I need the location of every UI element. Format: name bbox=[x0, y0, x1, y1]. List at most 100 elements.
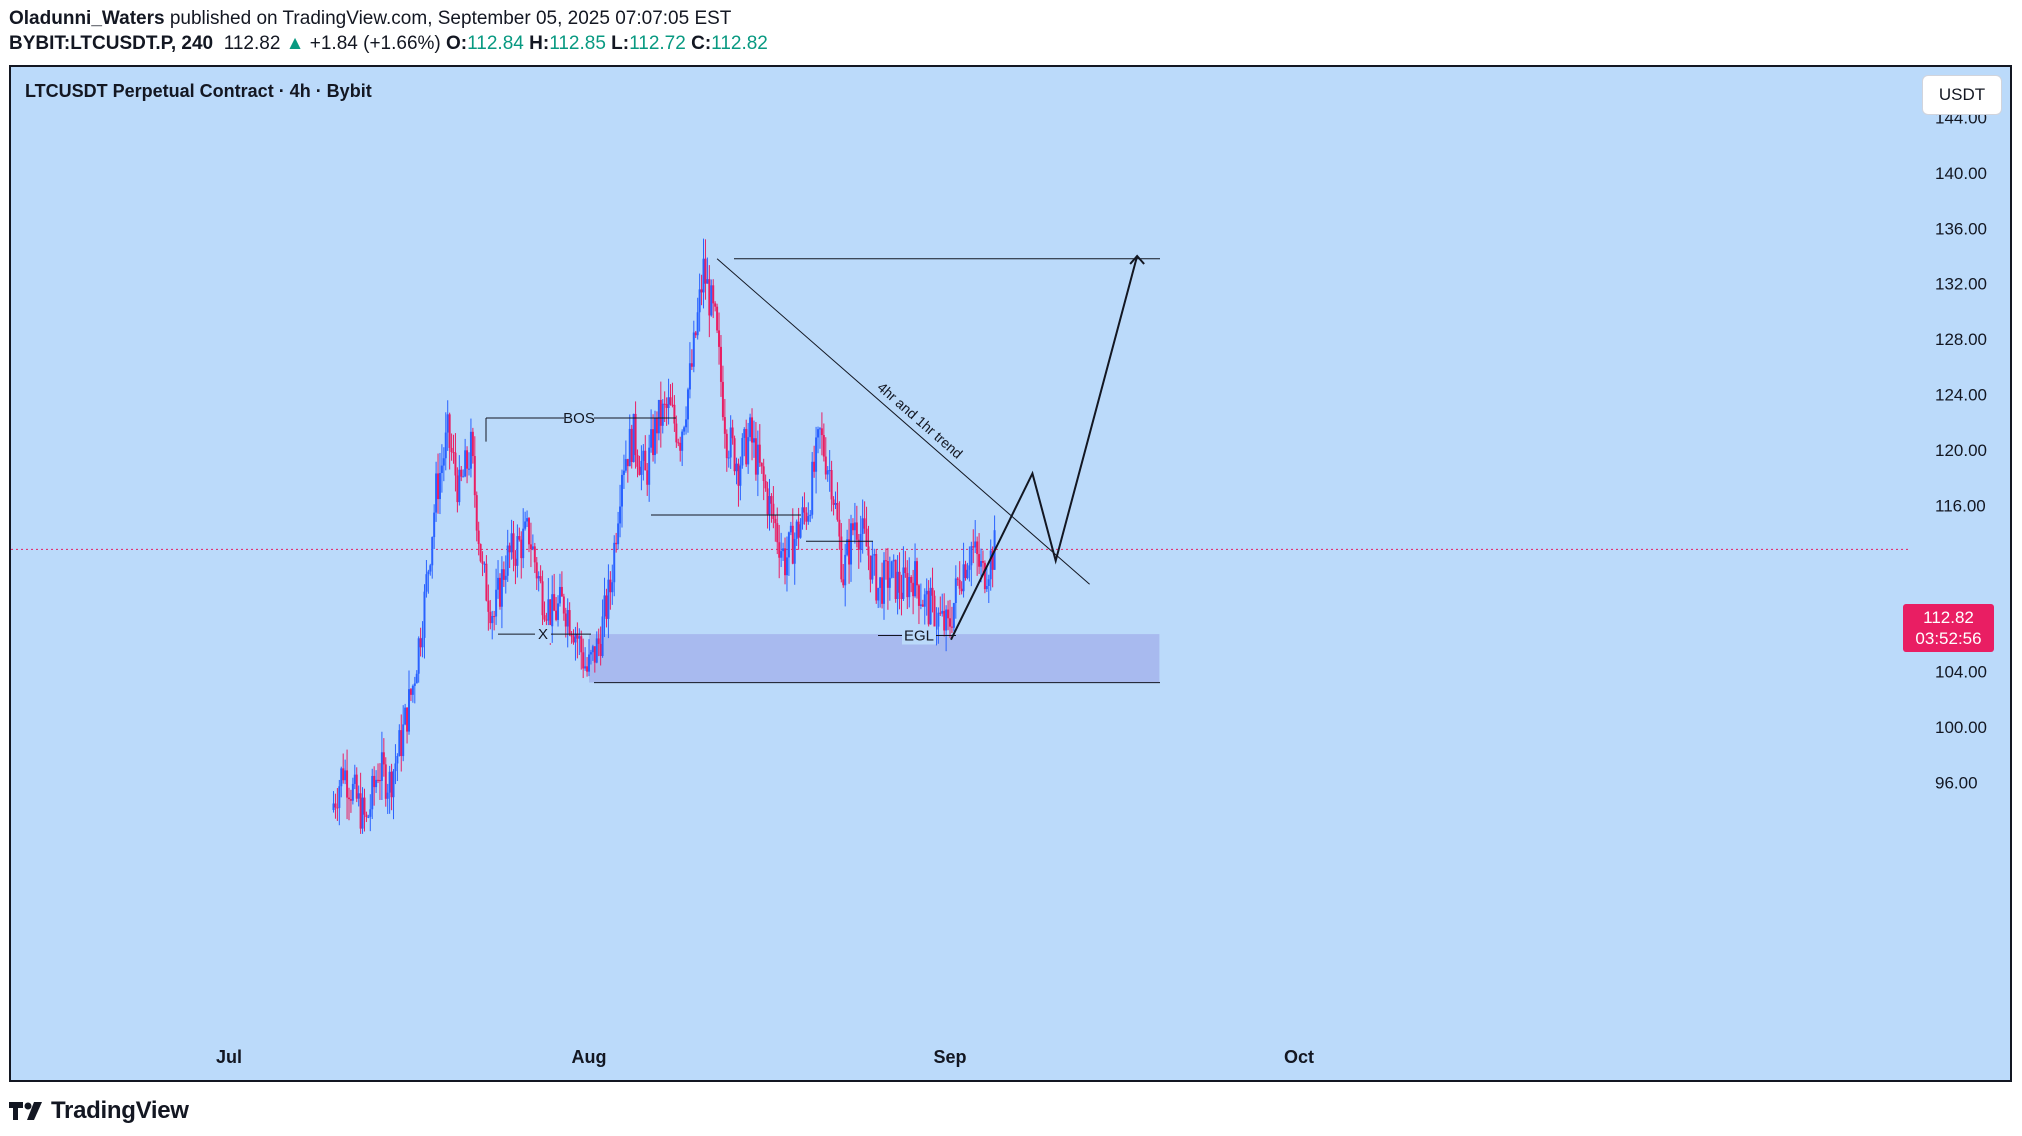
candle-body bbox=[493, 616, 496, 618]
candle-body bbox=[855, 522, 858, 540]
candle-body bbox=[481, 561, 484, 564]
candle-body bbox=[815, 437, 818, 472]
candle-body bbox=[677, 442, 680, 444]
candle-body bbox=[663, 403, 666, 405]
candle-body bbox=[351, 783, 354, 801]
currency-unit-button[interactable]: USDT bbox=[1922, 75, 2002, 115]
candle-body bbox=[462, 476, 465, 478]
x-tick-label: Oct bbox=[1284, 1047, 1314, 1067]
candle-body bbox=[943, 610, 946, 631]
candle-body bbox=[398, 730, 401, 756]
candle-body bbox=[580, 636, 583, 653]
candle-body bbox=[925, 590, 928, 595]
candle-body bbox=[584, 666, 587, 669]
candle-body bbox=[871, 555, 874, 580]
candle-body bbox=[894, 559, 897, 600]
candle-body bbox=[607, 579, 610, 619]
candle-body bbox=[435, 473, 438, 513]
candle-body bbox=[589, 652, 592, 655]
candle-body bbox=[902, 567, 905, 599]
candle-body bbox=[466, 450, 469, 469]
author-name[interactable]: Oladunni_Waters bbox=[9, 8, 165, 29]
candle-body bbox=[694, 332, 697, 336]
candle-body bbox=[380, 752, 383, 781]
candle-body bbox=[597, 638, 600, 644]
candle-body bbox=[710, 285, 713, 316]
candle-body bbox=[850, 523, 853, 565]
candle-body bbox=[620, 474, 623, 507]
candle-body bbox=[475, 495, 478, 531]
candle-body bbox=[636, 455, 639, 467]
candle-body bbox=[739, 465, 742, 486]
candle-body bbox=[485, 563, 488, 601]
candle-body bbox=[968, 565, 971, 570]
candle-body bbox=[408, 689, 410, 732]
candle-body bbox=[619, 506, 622, 524]
candle-body bbox=[983, 562, 986, 590]
candle-body bbox=[840, 536, 843, 580]
candle-body bbox=[336, 807, 339, 809]
candle-body bbox=[787, 532, 790, 558]
candle-body bbox=[830, 470, 833, 500]
candle-body bbox=[826, 470, 829, 475]
candle-body bbox=[927, 590, 930, 625]
candle-body bbox=[377, 779, 380, 781]
candle-body bbox=[704, 258, 707, 284]
y-tick-label: 104.00 bbox=[1935, 663, 1987, 682]
candle-body bbox=[642, 450, 645, 461]
candle-body bbox=[537, 576, 540, 579]
candle-body bbox=[991, 550, 994, 570]
candle-body bbox=[785, 557, 788, 576]
candle-body bbox=[522, 528, 525, 559]
candle-body bbox=[844, 554, 847, 586]
candle-body bbox=[758, 444, 761, 463]
chart-canvas[interactable]: 144.00140.00136.00132.00128.00124.00120.… bbox=[11, 67, 2012, 1082]
publish-text: published on TradingView.com, September … bbox=[169, 8, 732, 29]
x-tick-label: Jul bbox=[216, 1047, 242, 1067]
candle-body bbox=[440, 465, 443, 474]
candle-body bbox=[706, 279, 709, 284]
candle-body bbox=[766, 488, 769, 515]
candle-body bbox=[394, 763, 397, 772]
close-value: 112.82 bbox=[711, 33, 768, 54]
candle-body bbox=[628, 428, 631, 467]
candle-body bbox=[782, 548, 785, 552]
ohlc-line: BYBIT:LTCUSDT.P, 240 112.82 ▲ +1.84 (+1.… bbox=[9, 32, 768, 56]
candle-body bbox=[723, 417, 726, 434]
candle-body bbox=[857, 539, 860, 550]
candle-body bbox=[533, 546, 536, 563]
candle-body bbox=[960, 588, 963, 592]
candle-body bbox=[745, 428, 748, 465]
candle-body bbox=[574, 633, 577, 643]
candle-body bbox=[789, 525, 792, 533]
candle-body bbox=[904, 567, 907, 574]
candle-body bbox=[714, 303, 717, 307]
candle-body bbox=[404, 707, 407, 725]
projection-path bbox=[950, 255, 1139, 641]
candle-body bbox=[737, 463, 740, 486]
candle-body bbox=[487, 600, 490, 612]
chart-legend: LTCUSDT Perpetual Contract · 4h · Bybit bbox=[25, 81, 372, 101]
candle-body bbox=[791, 525, 794, 564]
candle-body bbox=[353, 774, 356, 784]
candle-body bbox=[346, 770, 349, 798]
candle-body bbox=[774, 518, 777, 524]
candle-body bbox=[558, 586, 561, 604]
candle-body bbox=[471, 431, 474, 457]
candle-body bbox=[529, 544, 532, 550]
candle-body bbox=[605, 595, 608, 619]
candle-body bbox=[698, 289, 701, 313]
candle-body bbox=[348, 797, 350, 800]
candle-body bbox=[725, 433, 728, 459]
candle-body bbox=[506, 545, 509, 576]
candle-body bbox=[696, 312, 699, 336]
egl-label-bg bbox=[902, 626, 936, 645]
candle-body bbox=[626, 459, 629, 467]
candle-body bbox=[545, 619, 548, 621]
chart-frame[interactable]: 144.00 140.00 136.00 132.00 128.00 124.00 120.… bbox=[9, 65, 2012, 1082]
x-tick-label: Sep bbox=[933, 1047, 966, 1067]
candle-body bbox=[970, 546, 973, 566]
candle-body bbox=[547, 599, 550, 621]
candle-body bbox=[933, 595, 936, 630]
tradingview-logo[interactable]: TradingView bbox=[9, 1097, 189, 1125]
